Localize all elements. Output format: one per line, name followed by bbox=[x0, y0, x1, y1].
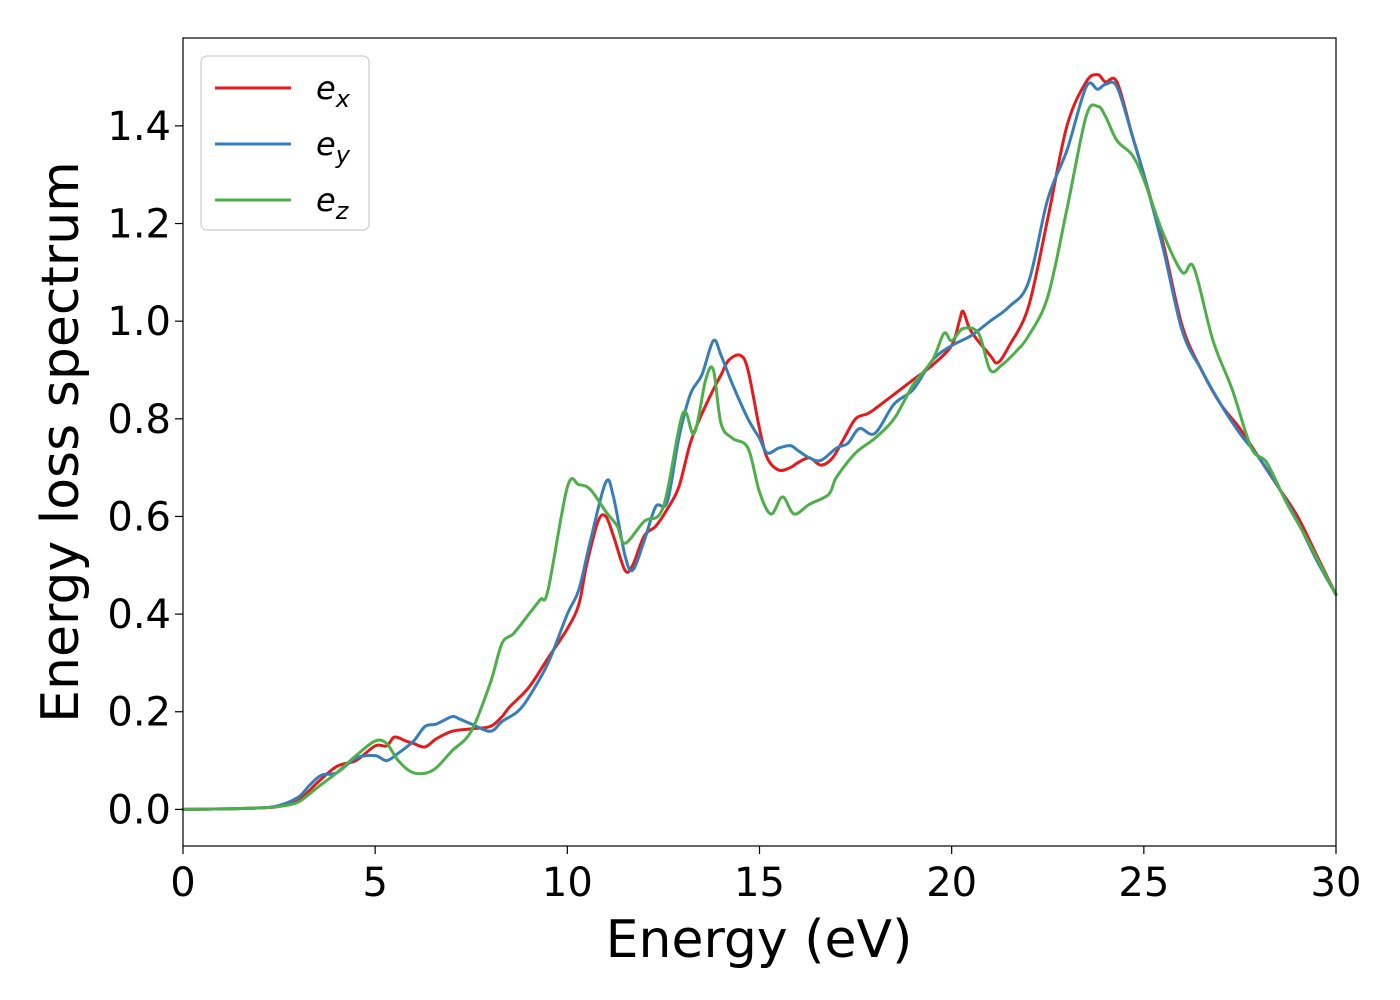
x-tick-label: 0 bbox=[170, 860, 195, 906]
legend-label-e-x: ex bbox=[316, 69, 351, 113]
series-layer bbox=[181, 73, 1338, 811]
y-tick-label: 1.0 bbox=[107, 299, 171, 345]
x-axis-ticks: 0 5 10 15 20 25 30 bbox=[170, 846, 1361, 906]
x-tick-label: 10 bbox=[542, 860, 593, 906]
legend-label-e-z: ez bbox=[316, 181, 350, 225]
y-tick-label: 0.4 bbox=[107, 592, 171, 638]
x-tick-label: 20 bbox=[926, 860, 977, 906]
x-tick-label: 15 bbox=[734, 860, 785, 906]
x-tick-label: 5 bbox=[362, 860, 387, 906]
series-line-e-z bbox=[181, 103, 1338, 811]
series-line-e-y bbox=[181, 80, 1338, 811]
y-tick-label: 0.2 bbox=[107, 690, 171, 736]
x-tick-label: 30 bbox=[1311, 860, 1362, 906]
y-tick-label: 1.2 bbox=[107, 202, 171, 248]
y-tick-label: 0.0 bbox=[107, 787, 171, 833]
series-line-e-x bbox=[181, 73, 1338, 811]
y-tick-label: 0.8 bbox=[107, 397, 171, 443]
legend: ex ey ez bbox=[200, 55, 370, 231]
legend-label-e-y: ey bbox=[316, 125, 351, 169]
y-tick-label: 1.4 bbox=[107, 104, 171, 150]
y-axis-title: Energy loss spectrum bbox=[31, 161, 91, 723]
x-axis-title: Energy (eV) bbox=[606, 910, 913, 970]
y-tick-label: 0.6 bbox=[107, 494, 171, 540]
x-tick-label: 25 bbox=[1118, 860, 1169, 906]
y-axis-ticks: 0.0 0.2 0.4 0.6 0.8 1.0 1.2 1.4 bbox=[107, 104, 183, 833]
